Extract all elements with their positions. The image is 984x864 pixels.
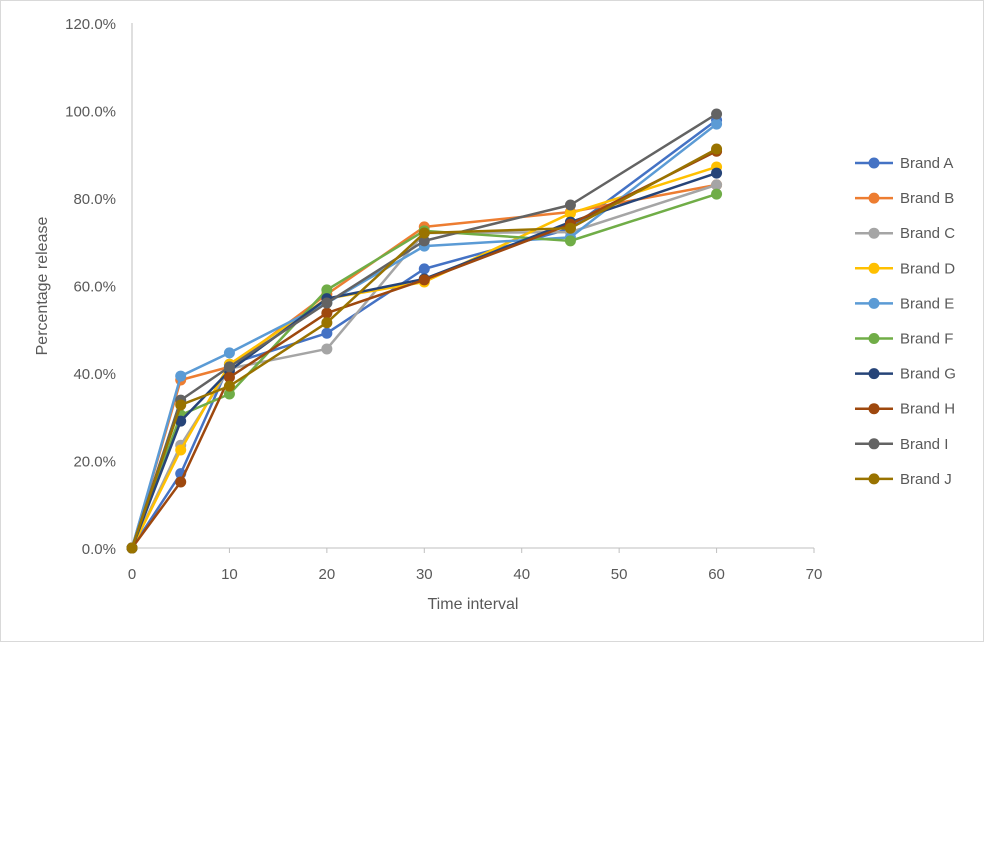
legend-label: Brand J bbox=[900, 471, 952, 488]
data-point bbox=[711, 143, 723, 155]
data-point bbox=[175, 444, 187, 456]
legend-item: Brand J bbox=[855, 471, 952, 488]
legend-marker bbox=[868, 227, 880, 239]
x-tick-label: 0 bbox=[128, 566, 136, 583]
series-line bbox=[130, 112, 718, 549]
data-point bbox=[223, 347, 235, 359]
data-point bbox=[564, 235, 576, 247]
legend-marker bbox=[868, 438, 880, 450]
data-point bbox=[564, 222, 576, 234]
x-tick-label: 30 bbox=[416, 566, 433, 583]
x-tick-label: 40 bbox=[513, 566, 530, 583]
series-line bbox=[130, 147, 718, 549]
legend-label: Brand I bbox=[900, 436, 948, 453]
y-tick-label: 0.0% bbox=[82, 541, 116, 558]
x-axis-title: Time interval bbox=[428, 596, 519, 613]
series-brand-i bbox=[126, 108, 723, 554]
legend-item: Brand C bbox=[855, 225, 955, 242]
data-point bbox=[711, 167, 723, 179]
legend-item: Brand I bbox=[855, 436, 948, 453]
data-point bbox=[564, 199, 576, 211]
data-point bbox=[223, 380, 235, 392]
y-tick-label: 100.0% bbox=[65, 104, 116, 121]
data-point bbox=[418, 235, 430, 247]
series-line bbox=[130, 123, 718, 549]
series-brand-h bbox=[126, 145, 723, 554]
data-point bbox=[175, 370, 187, 382]
legend-marker bbox=[868, 192, 880, 204]
legend-marker bbox=[868, 403, 880, 415]
axes: 0 10 20 30 40 50 60 70 0.0% 20.0% 40.0% 60.0% 80.0% 1… bbox=[65, 16, 822, 583]
legend-marker bbox=[868, 262, 880, 274]
series-brand-a bbox=[126, 114, 723, 554]
data-point bbox=[321, 343, 333, 355]
legend-label: Brand D bbox=[900, 260, 955, 277]
data-point bbox=[126, 542, 138, 554]
data-point bbox=[564, 207, 576, 219]
legend-item: Brand G bbox=[855, 366, 956, 383]
data-point bbox=[711, 188, 723, 200]
x-tick-label: 50 bbox=[611, 566, 628, 583]
legend-label: Brand E bbox=[900, 295, 954, 312]
data-point bbox=[321, 327, 333, 339]
data-point bbox=[223, 371, 235, 383]
legend-label: Brand A bbox=[900, 155, 953, 172]
y-tick-label: 80.0% bbox=[73, 191, 116, 208]
legend-label: Brand H bbox=[900, 401, 955, 418]
legend-label: Brand C bbox=[900, 225, 955, 242]
legend-item: Brand A bbox=[855, 155, 953, 172]
legend-marker bbox=[868, 333, 880, 344]
data-point bbox=[711, 108, 723, 120]
data-point bbox=[223, 388, 235, 400]
data-point bbox=[418, 274, 430, 286]
series-lines bbox=[126, 108, 723, 554]
y-axis-title: Percentage release bbox=[34, 217, 51, 356]
legend: Brand A Brand B Brand C Brand D Brand E Brand… bbox=[855, 155, 956, 488]
data-point bbox=[175, 476, 187, 488]
data-point bbox=[321, 307, 333, 319]
series-line bbox=[130, 150, 718, 549]
legend-marker bbox=[868, 157, 880, 169]
legend-item: Brand B bbox=[855, 190, 954, 207]
y-tick-label: 120.0% bbox=[65, 16, 116, 33]
y-tick-label: 60.0% bbox=[73, 279, 116, 296]
series-brand-j bbox=[126, 143, 723, 554]
x-tick-label: 20 bbox=[319, 566, 336, 583]
legend-item: Brand H bbox=[855, 401, 955, 418]
legend-label: Brand F bbox=[900, 331, 953, 348]
legend-label: Brand G bbox=[900, 366, 956, 383]
legend-item: Brand D bbox=[855, 260, 955, 277]
x-tick-label: 10 bbox=[221, 566, 238, 583]
y-tick-label: 20.0% bbox=[73, 454, 116, 471]
data-point bbox=[175, 415, 187, 427]
data-point bbox=[321, 317, 333, 329]
legend-item: Brand F bbox=[855, 331, 953, 348]
legend-marker bbox=[868, 368, 880, 380]
legend-marker bbox=[868, 473, 880, 485]
data-point bbox=[175, 399, 187, 411]
x-tick-label: 60 bbox=[708, 566, 725, 583]
data-point bbox=[418, 263, 430, 275]
data-point bbox=[711, 118, 723, 130]
legend-marker bbox=[868, 297, 880, 309]
data-point bbox=[418, 227, 430, 239]
x-tick-label: 70 bbox=[806, 566, 823, 583]
legend-label: Brand B bbox=[900, 190, 954, 207]
data-point bbox=[321, 284, 333, 296]
data-point bbox=[711, 179, 723, 191]
data-point bbox=[321, 297, 333, 309]
legend-item: Brand E bbox=[855, 295, 954, 312]
data-point bbox=[223, 361, 235, 373]
series-line bbox=[130, 119, 718, 549]
y-tick-label: 40.0% bbox=[73, 366, 116, 383]
